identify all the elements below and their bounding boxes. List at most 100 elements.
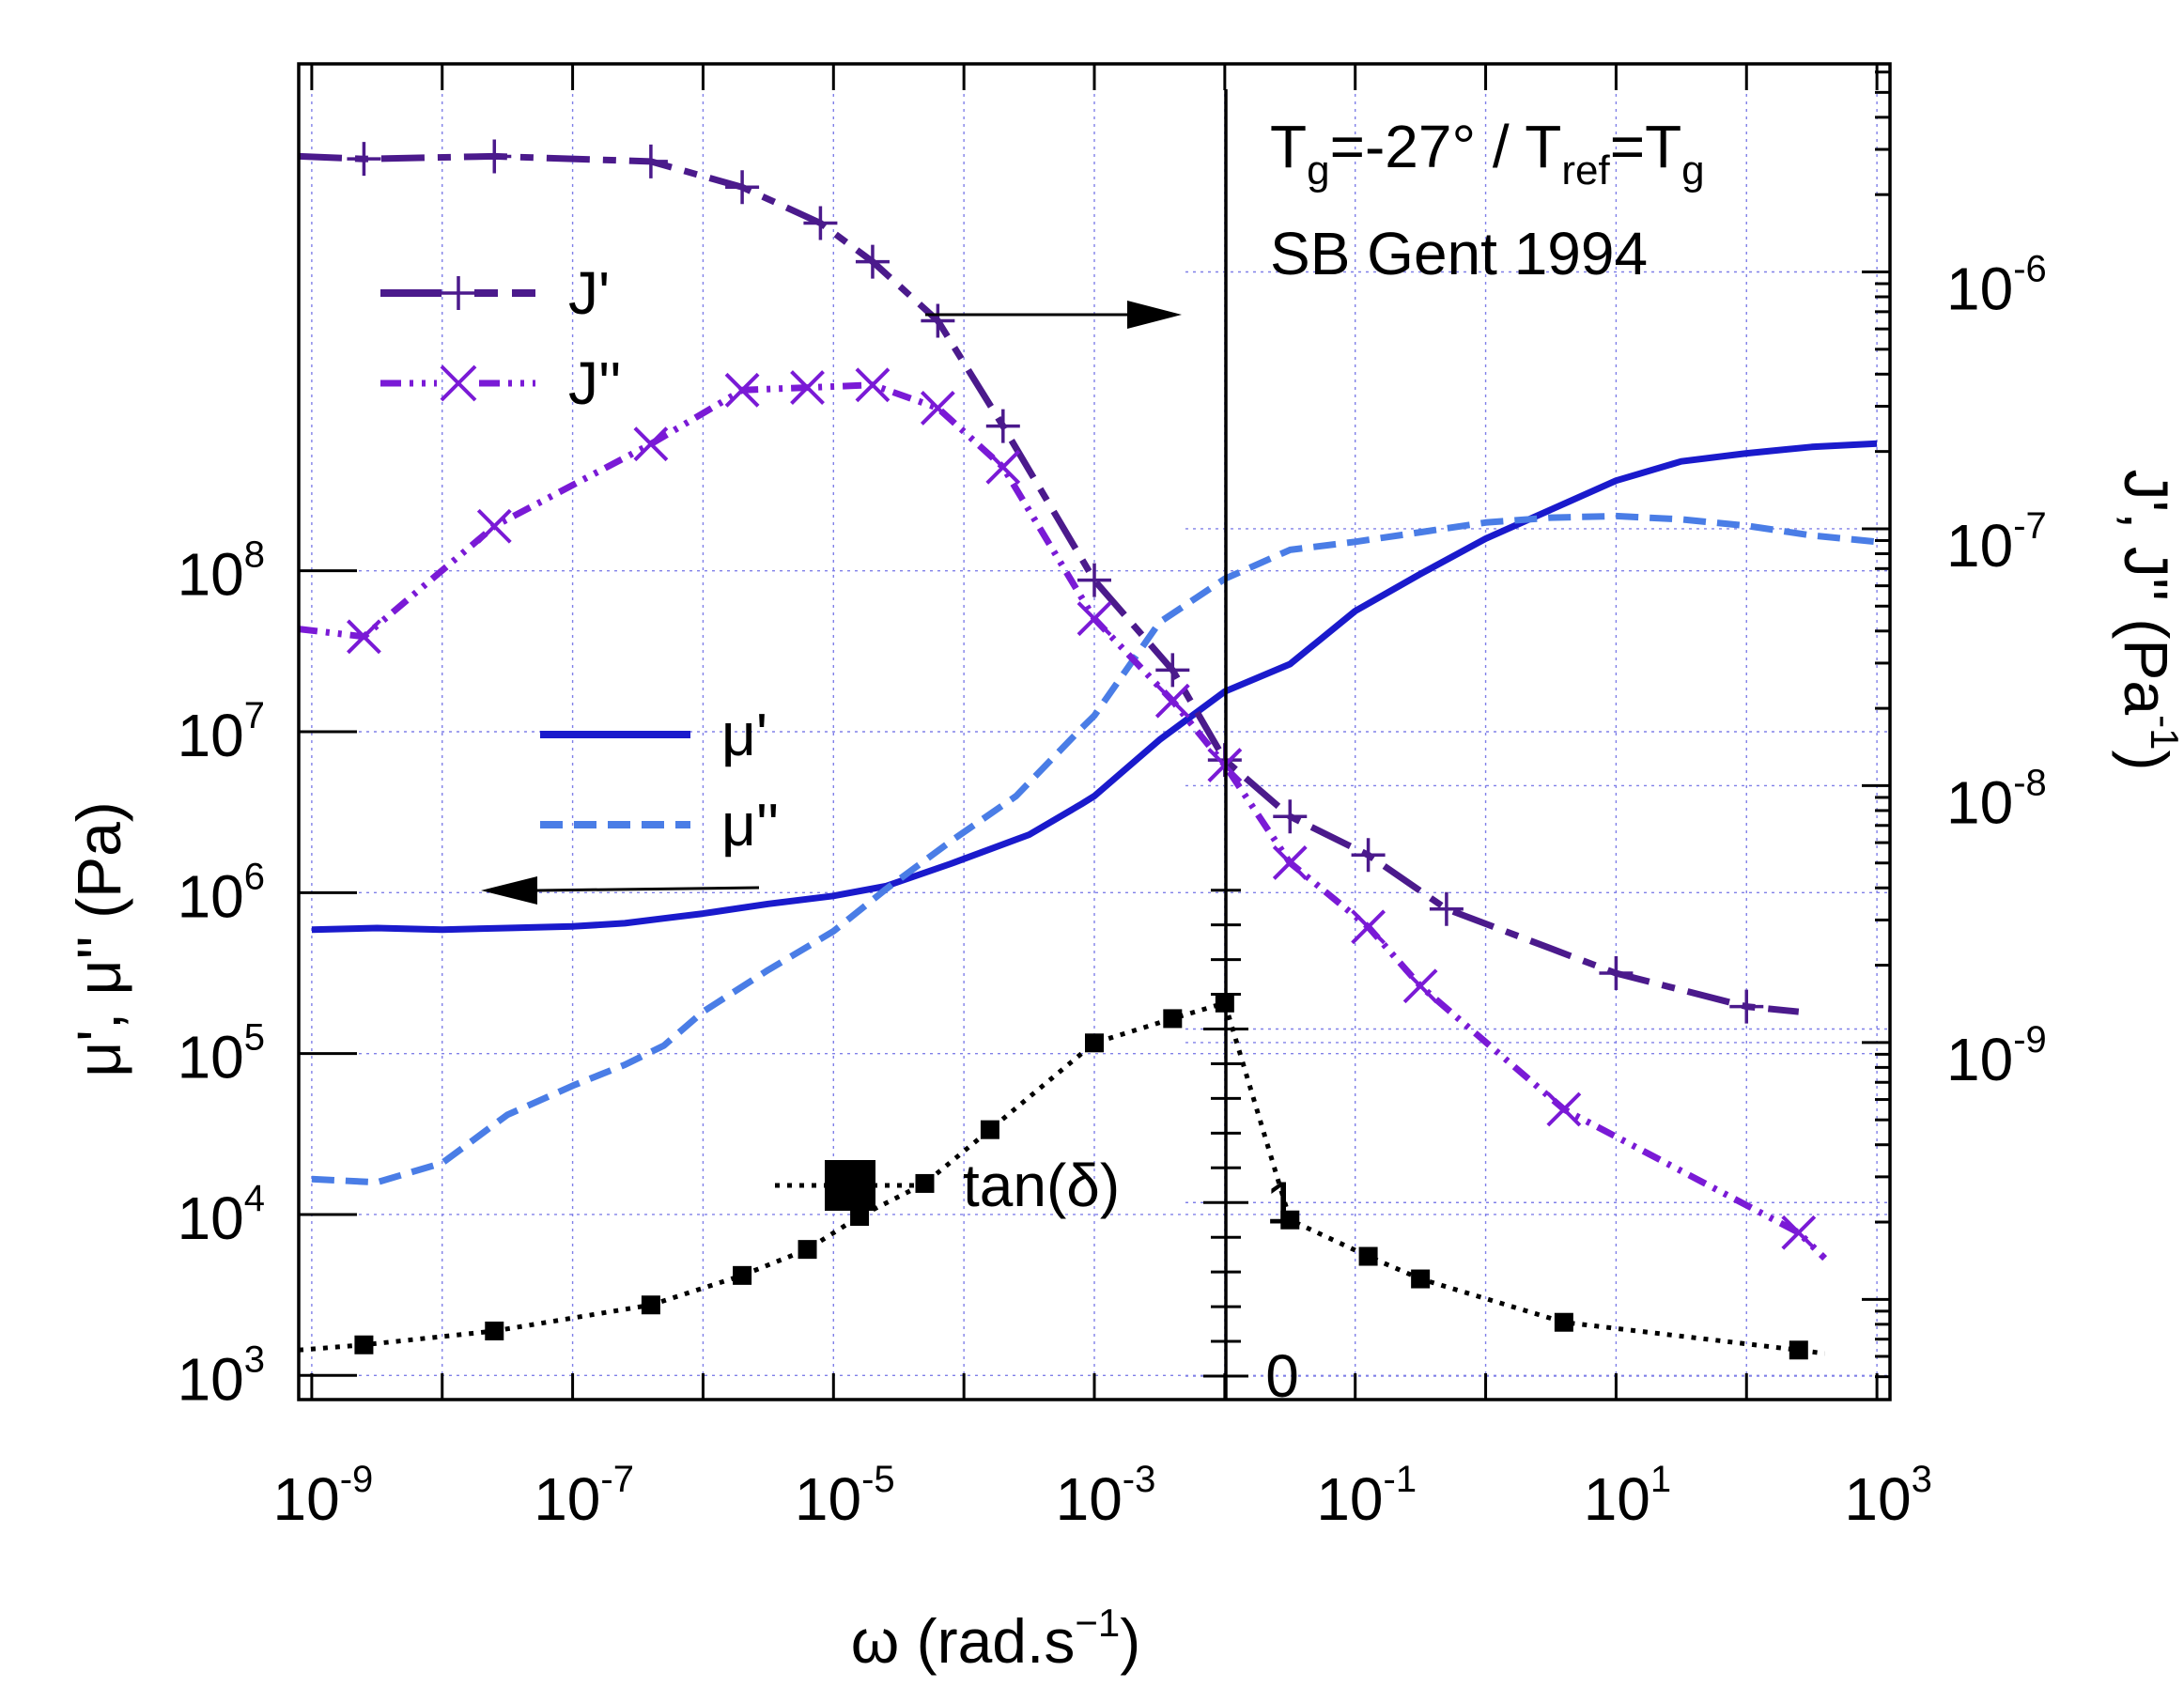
legend: J' J'' μ' μ'' tan(δ) [380, 259, 1120, 1219]
y-right-tick-label: 10-7 [1946, 505, 2047, 580]
x-tick-label: 10-5 [795, 1459, 895, 1533]
y-left-tick-label: 106 [178, 856, 265, 930]
series-j-prime [298, 139, 1800, 1024]
point-marker-j-double [347, 619, 381, 655]
point-marker-j-prime [633, 144, 668, 178]
point-marker-tan-delta [915, 1173, 935, 1193]
point-marker-j-prime [1729, 989, 1764, 1024]
series-tan-delta [298, 993, 1825, 1360]
series-line-j-prime [298, 152, 1800, 1015]
point-marker-j-double [724, 372, 760, 408]
point-marker-tan-delta [485, 1321, 504, 1340]
point-marker-j-prime [477, 139, 512, 174]
series-mu-prime [311, 440, 1878, 934]
point-marker-j-double [633, 426, 669, 462]
point-marker-j-prime [725, 170, 760, 205]
point-marker-j-double [1781, 1215, 1817, 1250]
point-marker-j-prime [1351, 838, 1386, 873]
y-left-tick-label: 108 [178, 534, 265, 609]
point-marker-j-double [985, 449, 1021, 485]
y-left-tick-label: 104 [178, 1178, 265, 1252]
point-marker-tan-delta [354, 1335, 374, 1354]
x-tick-label: 103 [1844, 1459, 1931, 1533]
annotation-line1: Tg=-27° / Tref=Tg [1270, 113, 1705, 193]
point-marker-j-prime [1599, 956, 1634, 991]
point-marker-tan-delta [980, 1120, 999, 1139]
x-axis-title: ω (rad.s−1) [851, 1601, 1140, 1676]
legend-marker-j-prime [441, 276, 475, 310]
point-marker-j-prime [921, 303, 955, 338]
point-marker-j-double [1154, 683, 1190, 719]
series-line-tan-delta [298, 1000, 1825, 1356]
legend-item-tan-delta: tan(δ) [775, 1152, 1120, 1219]
legend-label-tan-delta: tan(δ) [963, 1152, 1120, 1219]
series-line-mu-prime [311, 440, 1878, 934]
y-left-tick-label: 107 [178, 695, 265, 769]
point-marker-j-prime [855, 244, 890, 279]
y-left-axis-title: μ', μ'' (Pa) [64, 801, 133, 1077]
point-marker-j-double [920, 391, 955, 426]
point-marker-j-prime [803, 206, 838, 240]
y-right-tick-label: 10-9 [1946, 1019, 2047, 1093]
legend-label-mu-double: μ'' [721, 791, 779, 859]
legend-item-j-prime: J' [380, 259, 610, 327]
legend-item-mu-prime: μ' [540, 701, 767, 768]
y-left-tick-label: 103 [178, 1339, 265, 1413]
legend-marker-tan-delta [825, 1160, 875, 1211]
point-marker-tan-delta [641, 1295, 660, 1315]
point-marker-tan-delta [850, 1207, 870, 1227]
point-marker-j-prime [1429, 891, 1464, 926]
point-marker-tan-delta [1163, 1009, 1183, 1029]
y-left-tick-label: 105 [178, 1017, 265, 1091]
point-marker-tan-delta [1358, 1246, 1378, 1266]
point-marker-j-double [1272, 845, 1308, 880]
point-marker-tan-delta [733, 1265, 752, 1285]
series-line-mu-double [311, 512, 1878, 1186]
annotation: Tg=-27° / Tref=Tg SB Gent 1994 [1270, 113, 1705, 287]
annotation-line2: SB Gent 1994 [1270, 220, 1648, 287]
series-line-j-double [298, 381, 1828, 1261]
y-right-tick-label: 10-8 [1946, 762, 2047, 836]
point-marker-j-prime [1077, 563, 1111, 597]
point-marker-tan-delta [1411, 1269, 1431, 1289]
point-marker-j-double [790, 370, 825, 405]
x-tick-label: 10-3 [1056, 1459, 1156, 1533]
tick-labels: 10-9 10-7 10-5 10-3 10-1 101 103 103 104 105 106 10… [178, 249, 2047, 1533]
y-right-tick-label: 10-6 [1946, 249, 2047, 323]
y-tan-tick-label: 1 [1265, 1169, 1299, 1236]
point-marker-tan-delta [1280, 1210, 1300, 1230]
point-marker-tan-delta [1789, 1340, 1808, 1360]
point-marker-j-double [1351, 909, 1386, 945]
point-marker-tan-delta [1554, 1312, 1573, 1332]
point-marker-j-double [1546, 1091, 1582, 1127]
legend-marker-j-double [440, 364, 477, 402]
point-marker-j-prime [1273, 799, 1308, 834]
point-marker-j-prime [1155, 653, 1190, 688]
series-mu-double [311, 512, 1878, 1186]
x-tick-label: 10-9 [273, 1459, 374, 1533]
axes [297, 62, 1892, 1401]
y-right-axis-title: J', J'' (Pa-1) [2112, 470, 2184, 771]
legend-item-j-double: J'' [380, 349, 621, 417]
point-marker-j-prime [347, 142, 381, 177]
series-layer [298, 139, 1878, 1360]
arrow-to-right-axis [925, 301, 1182, 329]
x-tick-label: 10-1 [1316, 1459, 1417, 1533]
point-marker-j-double [1402, 968, 1438, 1004]
point-marker-tan-delta [1085, 1033, 1104, 1053]
point-marker-j-double [476, 508, 512, 544]
legend-label-mu-prime: μ' [721, 701, 767, 768]
legend-item-mu-double: μ'' [540, 791, 779, 859]
x-tick-label: 10-7 [534, 1459, 634, 1533]
legend-label-j-double: J'' [568, 349, 621, 417]
x-tick-label: 101 [1584, 1459, 1671, 1533]
point-marker-j-prime [985, 409, 1020, 443]
series-j-double [298, 367, 1828, 1261]
point-marker-j-double [1077, 601, 1112, 637]
point-marker-tan-delta [798, 1240, 817, 1260]
arrow-to-left-axis [481, 876, 760, 905]
point-marker-j-double [855, 367, 891, 403]
legend-label-j-prime: J' [568, 259, 610, 327]
